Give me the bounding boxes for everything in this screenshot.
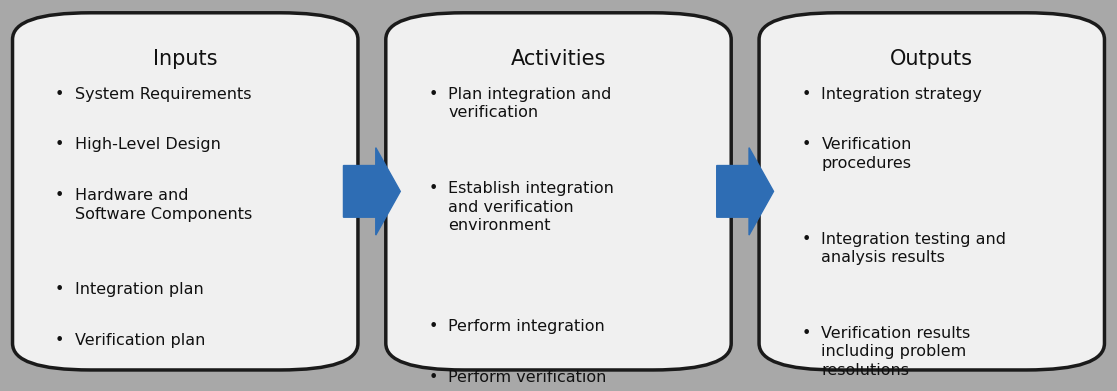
Text: •: • xyxy=(801,137,811,152)
Polygon shape xyxy=(717,148,774,235)
Text: •: • xyxy=(801,87,811,102)
Text: Verification
procedures: Verification procedures xyxy=(821,137,911,171)
Text: •: • xyxy=(55,333,65,348)
Text: Outputs: Outputs xyxy=(890,49,973,69)
Text: •: • xyxy=(55,137,65,152)
Text: Verification results
including problem
resolutions: Verification results including problem r… xyxy=(821,326,971,378)
Text: Integration strategy: Integration strategy xyxy=(821,87,982,102)
Text: •: • xyxy=(55,87,65,102)
Text: •: • xyxy=(428,181,438,196)
Text: Establish integration
and verification
environment: Establish integration and verification e… xyxy=(448,181,614,233)
Polygon shape xyxy=(343,148,400,235)
Text: Integration plan: Integration plan xyxy=(75,282,203,297)
Text: •: • xyxy=(428,87,438,102)
Text: Verification plan: Verification plan xyxy=(75,333,206,348)
Text: Plan integration and
verification: Plan integration and verification xyxy=(448,87,612,120)
Text: •: • xyxy=(55,188,65,203)
Text: Activities: Activities xyxy=(510,49,607,69)
Text: •: • xyxy=(428,319,438,334)
Text: Hardware and
Software Components: Hardware and Software Components xyxy=(75,188,252,222)
Text: •: • xyxy=(428,369,438,385)
Text: Integration testing and
analysis results: Integration testing and analysis results xyxy=(821,231,1006,265)
FancyBboxPatch shape xyxy=(12,13,357,370)
Text: High-Level Design: High-Level Design xyxy=(75,137,221,152)
Text: System Requirements: System Requirements xyxy=(75,87,251,102)
Text: •: • xyxy=(801,231,811,247)
Text: •: • xyxy=(55,282,65,297)
FancyBboxPatch shape xyxy=(760,13,1105,370)
Text: Perform verification: Perform verification xyxy=(448,369,607,385)
Text: •: • xyxy=(801,326,811,341)
Text: Perform integration: Perform integration xyxy=(448,319,605,334)
Text: Inputs: Inputs xyxy=(153,49,218,69)
FancyBboxPatch shape xyxy=(385,13,732,370)
